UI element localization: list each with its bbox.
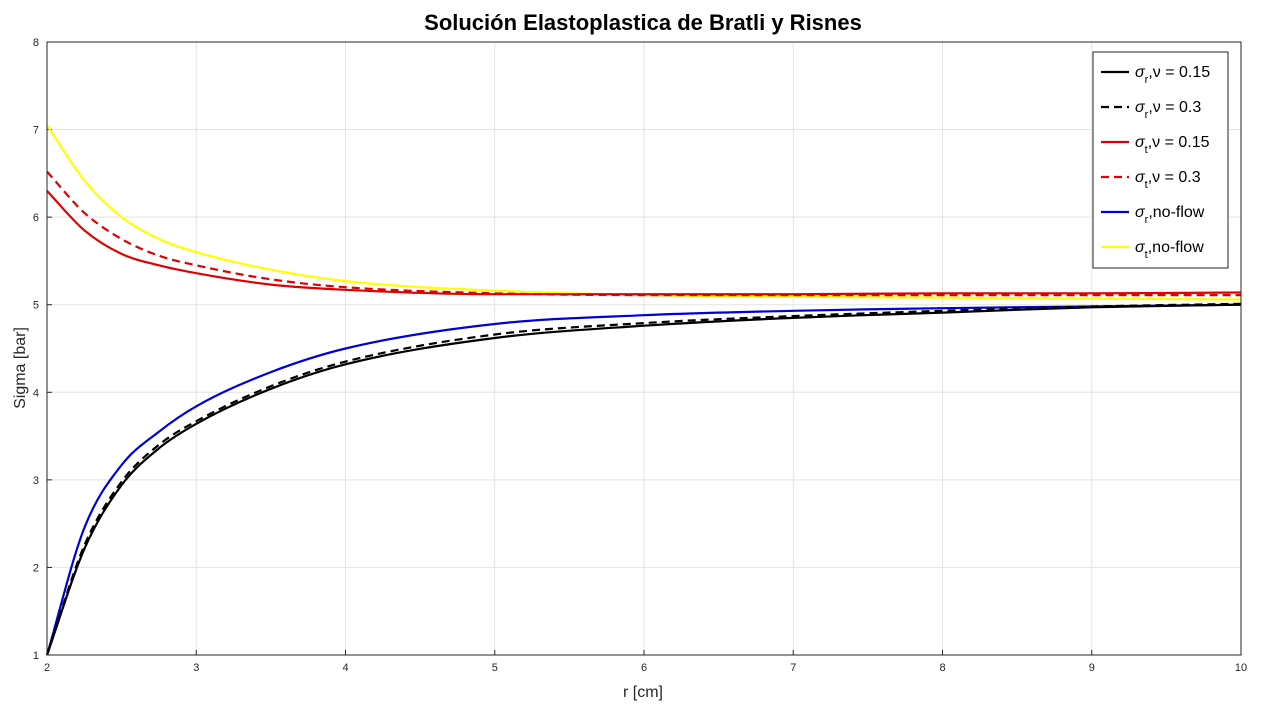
x-tick-label: 9 (1089, 662, 1095, 674)
x-tick-label: 5 (492, 662, 498, 674)
x-axis-label: r [cm] (623, 684, 663, 701)
x-tick-label: 6 (641, 662, 647, 674)
y-tick-label: 2 (33, 562, 39, 574)
legend-entry: σr,ν = 0.15 (1135, 64, 1210, 86)
legend-box (1092, 51, 1229, 269)
y-tick-label: 5 (33, 300, 39, 312)
x-tick-label: 2 (44, 662, 50, 674)
series-line (46, 124, 1242, 301)
y-tick-label: 3 (33, 475, 39, 487)
y-axis-label: Sigma [bar] (12, 327, 29, 409)
axes-box (46, 41, 1242, 656)
x-tick-label: 4 (342, 662, 348, 674)
series-line (46, 190, 1242, 296)
legend-entry: σt,ν = 0.3 (1135, 169, 1201, 191)
x-tick-label: 3 (193, 662, 199, 674)
legend: σr,ν = 0.15 σr,ν = 0.3 σt,ν = 0.15 σt,ν = 0… (1092, 51, 1229, 269)
y-tick-label: 4 (33, 387, 39, 399)
y-tick-label: 8 (33, 37, 39, 49)
y-tick-label: 1 (33, 650, 39, 662)
y-tick-label: 6 (33, 212, 39, 224)
legend-entry: σt,no-flow (1135, 239, 1204, 261)
legend-entry: σr,ν = 0.3 (1135, 99, 1201, 121)
x-tick-label: 8 (939, 662, 945, 674)
series-line (45, 302, 1242, 656)
legend-entry: σt,ν = 0.15 (1135, 134, 1210, 156)
chart-title: Solución Elastoplastica de Bratli y Risn… (424, 10, 862, 35)
y-tick-label: 7 (33, 125, 39, 137)
series-line (45, 303, 1242, 656)
x-tick-label: 10 (1235, 662, 1247, 674)
legend-entry: σr,no-flow (1135, 204, 1205, 226)
series-line (45, 303, 1242, 656)
x-tick-label: 7 (790, 662, 796, 674)
